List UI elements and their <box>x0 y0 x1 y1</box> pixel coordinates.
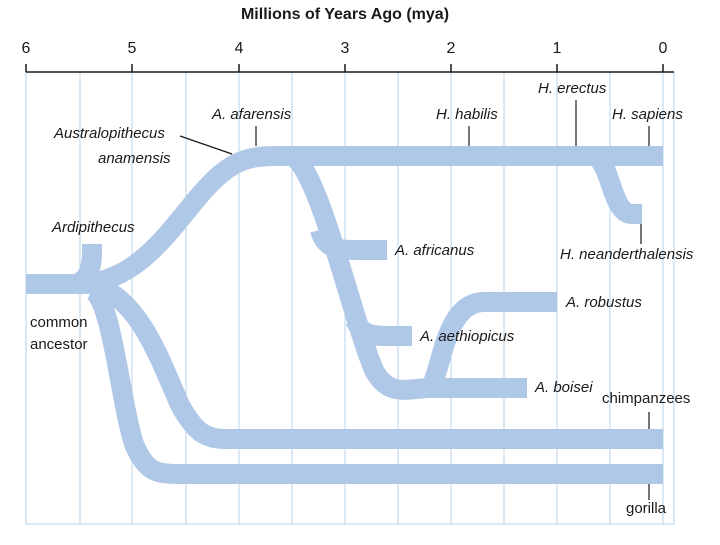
branch-ardipithecus <box>71 242 102 294</box>
label-australopithecus: Australopithecus <box>54 125 165 142</box>
label-gorilla: gorilla <box>626 500 667 517</box>
label-boisei: A. boisei <box>535 379 593 396</box>
branches <box>26 146 663 484</box>
leader-lines <box>179 100 650 500</box>
label-neanderthalensis: H. neanderthalensis <box>560 246 694 263</box>
axis-ticks <box>25 64 664 72</box>
leader-anamensis <box>179 135 233 155</box>
label-ancestor: ancestor <box>30 336 88 353</box>
branch-robust-lineage <box>285 147 527 400</box>
tick-label: 1 <box>552 40 562 57</box>
label-africanus: A. africanus <box>395 242 475 259</box>
branch-gorilla <box>85 281 663 484</box>
branch-chimpanzees <box>92 276 663 449</box>
tick-label: 4 <box>234 40 244 57</box>
label-erectus: H. erectus <box>538 80 607 97</box>
branch-robustus <box>421 292 557 394</box>
label-ardipithecus: Ardipithecus <box>52 219 135 236</box>
tick-label: 0 <box>658 40 668 57</box>
tick-label: 3 <box>340 40 350 57</box>
axis-title: Millions of Years Ago (mya) <box>240 6 450 23</box>
tick-label: 5 <box>127 40 137 57</box>
label-robustus: A. robustus <box>566 294 642 311</box>
tick-label: 6 <box>21 40 31 57</box>
branch-neanderthalensis <box>588 146 642 224</box>
label-habilis: H. habilis <box>436 106 498 123</box>
label-afarensis: A. afarensis <box>212 106 292 123</box>
branch-aethiopicus <box>345 315 412 346</box>
branch-hominin <box>84 146 663 294</box>
label-common: common <box>30 314 88 331</box>
label-aethiopicus: A. aethiopicus <box>420 328 515 345</box>
label-chimpanzees: chimpanzees <box>602 390 691 407</box>
label-sapiens: H. sapiens <box>612 106 683 123</box>
branch-africanus <box>310 226 387 260</box>
tick-label: 2 <box>446 40 456 57</box>
label-anamensis: anamensis <box>98 150 171 167</box>
